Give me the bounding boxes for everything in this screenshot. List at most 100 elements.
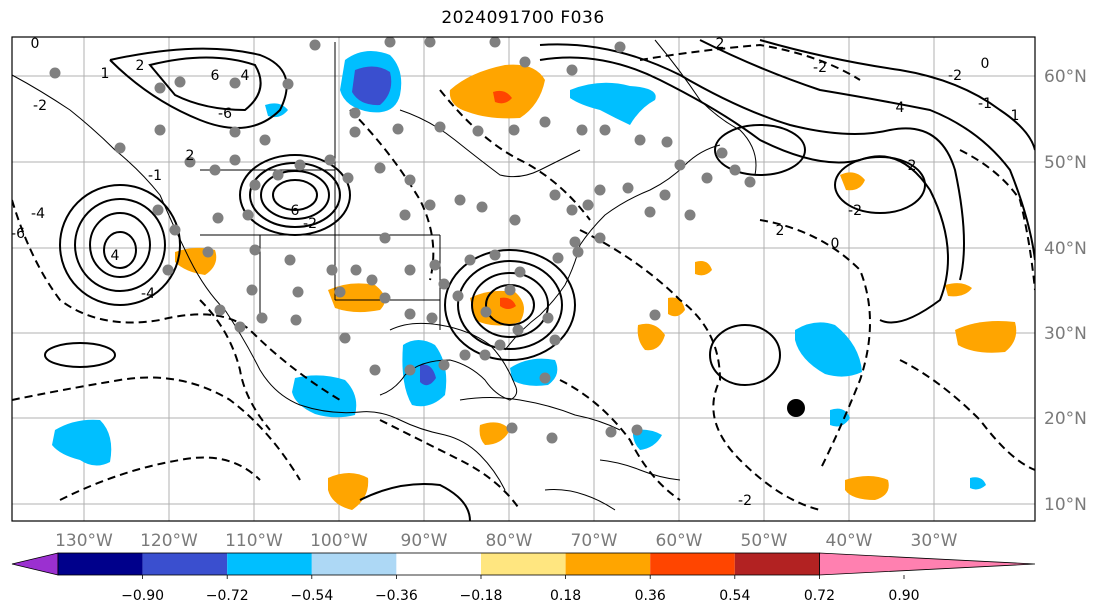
station-dot: [614, 41, 626, 53]
colorbar-outline: [57, 552, 820, 576]
contour-label: 0: [981, 56, 990, 72]
contour-label: 1: [1011, 108, 1020, 124]
colorbar-segment: [58, 553, 143, 575]
low-contour-3: [59, 456, 261, 501]
colorbar-tick-label: −0.54: [290, 588, 333, 604]
station-dot: [152, 204, 164, 216]
anomaly-orange-atlantic3: [955, 321, 1017, 353]
station-dot: [566, 64, 578, 76]
station-dot: [489, 37, 501, 48]
colorbar-segment: [311, 553, 397, 575]
station-dot: [349, 126, 361, 138]
contour-label: -2: [303, 216, 317, 232]
anomaly-orange-atlantic2: [668, 297, 685, 317]
station-dot: [259, 134, 271, 146]
high-contour-atlantic-3: [699, 39, 1035, 261]
station-dot: [154, 82, 166, 94]
low-contour-10: [639, 43, 861, 81]
low-contour-4: [349, 109, 435, 281]
colorbar-segment: [227, 553, 312, 575]
station-dot: [542, 312, 554, 324]
latitude-label: 30°N: [1044, 324, 1087, 344]
station-dot: [582, 199, 594, 211]
longitude-label: 100°W: [310, 531, 368, 551]
station-dot: [594, 184, 606, 196]
anomaly-blue-atlantic-east: [795, 322, 862, 377]
low-contour-12: [199, 299, 271, 431]
anomaly-blue-atlantic-south: [830, 408, 850, 427]
station-dot: [294, 159, 306, 171]
station-dot: [114, 142, 126, 154]
station-dot: [234, 321, 246, 333]
station-dot: [716, 147, 728, 159]
station-dot: [374, 162, 386, 174]
colorbar-tick-label: −0.18: [460, 588, 503, 604]
station-dot: [479, 349, 491, 361]
map-background: [12, 37, 1035, 521]
station-dot: [424, 199, 436, 211]
contour-label: -2: [33, 98, 47, 114]
station-dot: [379, 292, 391, 304]
map-frame: [11, 36, 1036, 522]
station-dot: [404, 308, 416, 320]
station-dot: [634, 134, 646, 146]
longitude-label: 110°W: [225, 531, 283, 551]
station-dot: [384, 37, 396, 48]
station-dot: [566, 204, 578, 216]
station-dot: [349, 107, 361, 119]
anomaly-darkblue-gulf: [420, 364, 436, 386]
station-dot: [162, 264, 174, 276]
station-dot: [539, 372, 551, 384]
station-dot: [424, 37, 436, 48]
station-dot: [292, 286, 304, 298]
contour-label: 4: [241, 68, 250, 84]
storm-marker: [787, 399, 805, 417]
station-dot: [209, 164, 221, 176]
contour-label: 0: [31, 36, 40, 52]
station-dot: [519, 56, 531, 68]
station-dot: [459, 349, 471, 361]
station-dot: [369, 364, 381, 376]
colorbar-segment: [481, 553, 566, 575]
station-dot: [504, 284, 516, 296]
station-dot: [426, 312, 438, 324]
high-contour-atlantic-5: [834, 156, 926, 214]
station-dot: [282, 78, 294, 90]
low-contour-13: [379, 419, 521, 511]
station-dot: [334, 286, 346, 298]
station-dot: [539, 116, 551, 128]
contour-label: -6: [218, 106, 232, 122]
station-dot: [309, 39, 321, 51]
station-dot: [404, 264, 416, 276]
anomaly-orange-atlantic1: [637, 323, 665, 351]
station-dot: [506, 422, 518, 434]
station-dot: [379, 232, 391, 244]
station-dot: [744, 176, 756, 188]
high-contour-atlantic-4: [759, 39, 1035, 151]
station-dot: [572, 246, 584, 258]
station-dot: [509, 214, 521, 226]
contour-label: -2: [848, 203, 862, 219]
contour-label: 2: [716, 36, 725, 52]
anomaly-orange-texas: [328, 283, 385, 313]
anomaly-blue-pacific: [52, 419, 112, 466]
longitude-label: 50°W: [741, 531, 788, 551]
contours: [12, 39, 1035, 521]
station-dot: [546, 432, 558, 444]
anomaly-orange-atlantic6: [695, 261, 712, 276]
anomaly-blue-small2: [970, 477, 986, 490]
high-contour-pac-1: [59, 184, 181, 306]
station-dot: [229, 154, 241, 166]
anomaly-orange-atlantic7: [840, 172, 865, 191]
high-contour-pac-4: [103, 231, 137, 269]
contour-label: 2: [776, 223, 785, 239]
station-dot: [184, 156, 196, 168]
station-dot: [649, 309, 661, 321]
anomaly-orange-caribbean: [479, 422, 510, 445]
station-dot: [169, 224, 181, 236]
colorbar-tick-label: 0.18: [550, 588, 581, 604]
station-dot: [605, 426, 617, 438]
contour-label: -2: [738, 493, 752, 509]
station-dot: [339, 332, 351, 344]
longitude-label: 70°W: [571, 531, 618, 551]
